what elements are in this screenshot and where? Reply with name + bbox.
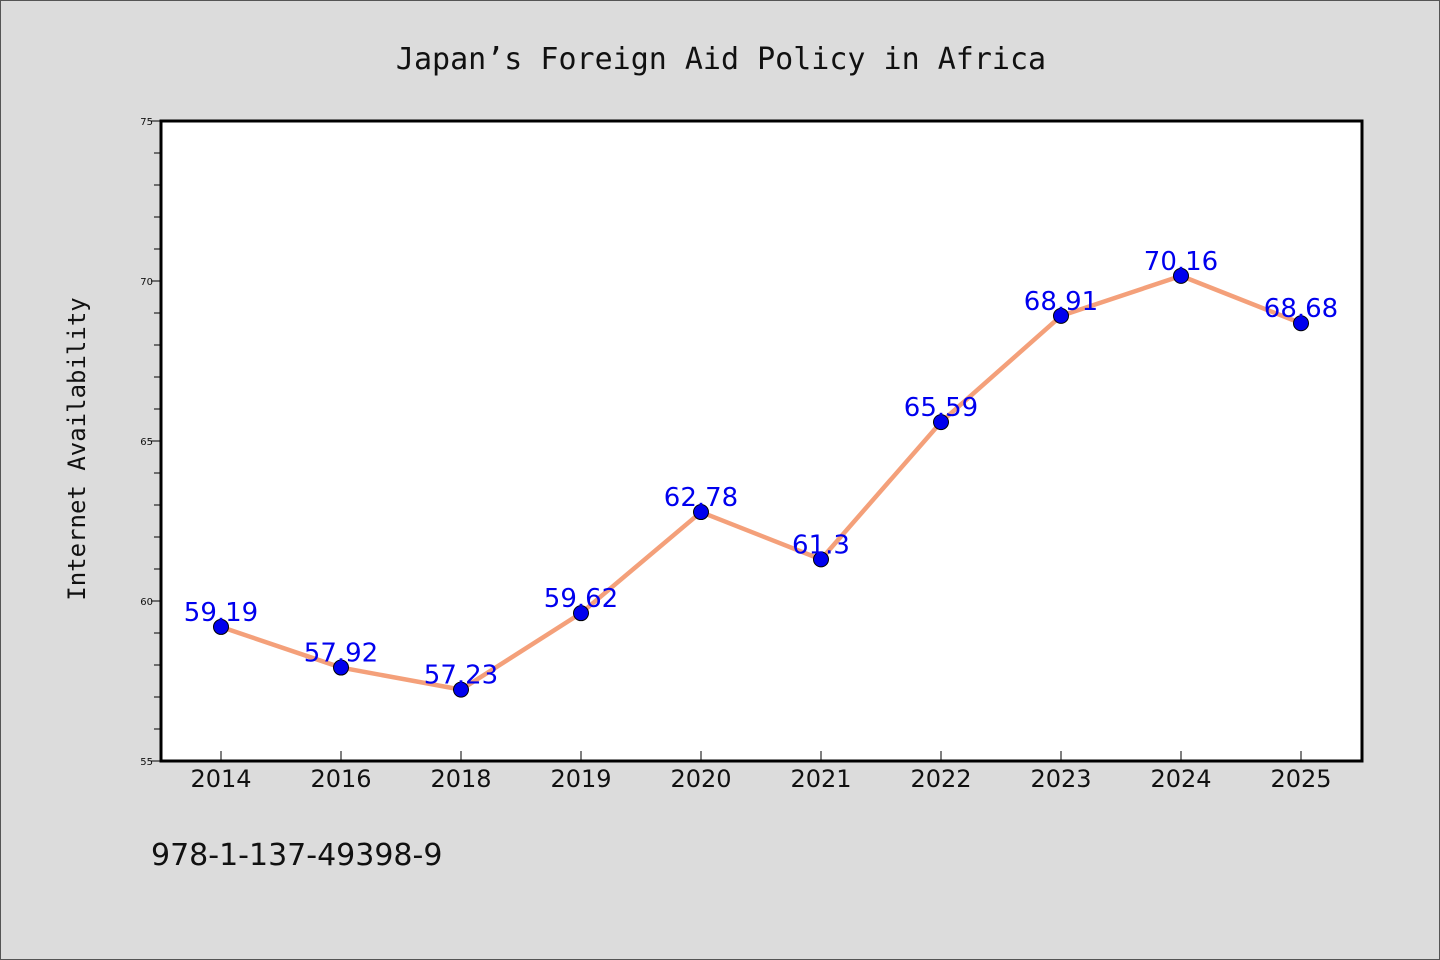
data-label: 68.91 [1024,287,1098,317]
x-tick-label: 2025 [1270,765,1331,793]
data-label: 61.3 [792,530,850,560]
data-point [1293,315,1309,332]
data-label: 65.59 [904,393,978,423]
data-label: 62.78 [664,483,738,513]
x-axis: 2014 2016 2018 2019 2020 2021 2022 2023 2024 2025 [190,751,1332,793]
data-point [573,605,589,622]
data-label: 68.68 [1264,294,1338,324]
data-label: 59.19 [184,598,258,628]
x-tick-label: 2022 [910,765,971,793]
data-labels: 59.19 57.92 57.23 59.62 62.78 61.3 65.59 68.91 7… [184,247,1338,691]
data-label: 70.16 [1144,247,1218,277]
x-tick-label: 2024 [1150,765,1211,793]
y-tick-label: 65 [140,437,153,448]
data-label: 57.23 [424,661,498,691]
x-tick-label: 2023 [1030,765,1091,793]
y-tick-label: 75 [140,117,153,128]
y-tick-label: 60 [140,597,153,608]
data-point [1173,267,1189,284]
data-label: 57.92 [304,639,378,669]
data-point [933,414,949,431]
series-markers [213,267,1309,698]
data-point [453,681,469,698]
data-label: 59.62 [544,584,618,614]
y-axis: 55 60 65 70 75 [140,117,161,768]
data-point [693,504,709,521]
y-tick-label: 70 [140,277,153,288]
x-tick-label: 2020 [670,765,731,793]
x-tick-label: 2019 [550,765,611,793]
data-point [333,659,349,676]
data-point [813,551,829,568]
plot-area [159,119,1364,763]
x-tick-label: 2018 [430,765,491,793]
x-tick-label: 2014 [190,765,251,793]
data-point [213,618,229,635]
data-point [1053,307,1069,324]
y-axis-label: Internet Availability [63,297,91,600]
series-line [220,273,1302,692]
x-tick-label: 2016 [310,765,371,793]
x-tick-label: 2021 [790,765,851,793]
y-tick-label: 55 [140,757,153,768]
chart-title: Japan’s Foreign Aid Policy in Africa [396,42,1046,77]
footer-code: 978-1-137-49398-9 [151,838,442,873]
